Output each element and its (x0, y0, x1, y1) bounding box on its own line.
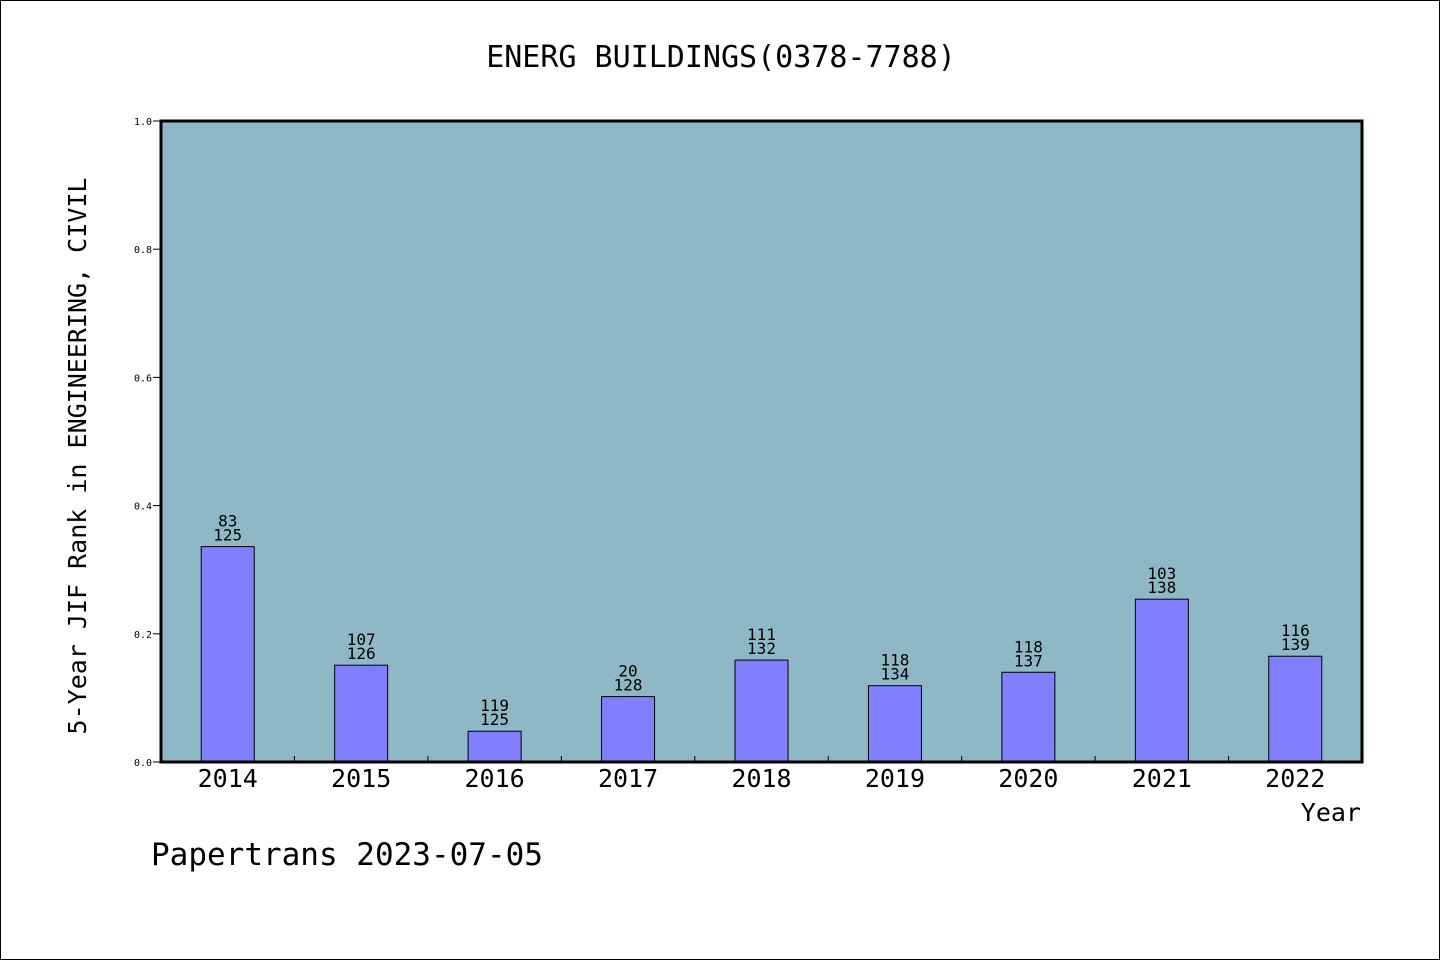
y-tick-label: 0.2 (134, 630, 152, 641)
data-label-total: 125 (480, 710, 509, 729)
data-label-total: 125 (213, 526, 242, 545)
x-tick-label: 2017 (598, 764, 658, 793)
x-tick-label: 2014 (198, 764, 258, 793)
data-label-rank: 83 (218, 512, 237, 531)
data-label-rank: 20 (618, 662, 637, 681)
bar-2018 (734, 659, 789, 763)
data-label-rank: 118 (880, 651, 909, 670)
bar-2022 (1268, 655, 1323, 763)
y-tick-label: 0.8 (134, 245, 152, 256)
bar-2020 (1001, 671, 1056, 763)
data-label-rank: 107 (347, 630, 376, 649)
data-label-total: 137 (1014, 651, 1043, 670)
data-label-rank: 119 (480, 696, 509, 715)
x-tick-label: 2016 (465, 764, 525, 793)
x-tick-label: 2018 (731, 764, 791, 793)
data-label-total: 128 (614, 676, 643, 695)
bar-2016 (467, 730, 522, 763)
plot-border (159, 119, 1364, 764)
data-label-rank: 111 (747, 625, 776, 644)
bar-series (200, 546, 1323, 763)
y-axis-ticks: 0.0 0.2 0.4 0.6 0.8 1.0 (134, 117, 161, 769)
y-tick-label: 0.4 (134, 502, 152, 513)
x-tick-label: 2020 (998, 764, 1058, 793)
x-tick-label: 2015 (331, 764, 391, 793)
data-label-total: 132 (747, 639, 776, 658)
y-tick-label: 0.6 (134, 373, 152, 384)
data-label-rank: 116 (1281, 621, 1310, 640)
bar-2014 (200, 546, 255, 763)
bar-2019 (867, 685, 922, 763)
footer-credit: Papertrans 2023-07-05 (151, 837, 543, 873)
bar-2017 (601, 696, 656, 763)
x-tick-label: 2021 (1132, 764, 1192, 793)
data-label-rank: 103 (1147, 564, 1176, 583)
data-label-total: 139 (1281, 635, 1310, 654)
y-tick-label: 1.0 (134, 117, 152, 128)
x-tick-label: 2019 (865, 764, 925, 793)
x-axis-label: Year (1301, 798, 1361, 827)
data-label-total: 134 (880, 665, 909, 684)
data-label-total: 126 (347, 644, 376, 663)
y-axis-label: 5-Year JIF Rank in ENGINEERING, CIVIL (63, 178, 92, 735)
x-axis-ticks: 2014 2015 2016 2017 2018 2019 2020 2021 2022 (198, 756, 1325, 793)
y-tick-label: 0.0 (134, 758, 152, 769)
bar-2015 (334, 664, 389, 763)
data-label-rank: 118 (1014, 637, 1043, 656)
data-label-total: 138 (1147, 578, 1176, 597)
chart-title: ENERG BUILDINGS(0378-7788) (486, 40, 956, 75)
x-tick-label: 2022 (1265, 764, 1325, 793)
data-labels: 8312510712611912520128111132118134118137… (213, 512, 1309, 730)
bar-2021 (1134, 598, 1189, 763)
